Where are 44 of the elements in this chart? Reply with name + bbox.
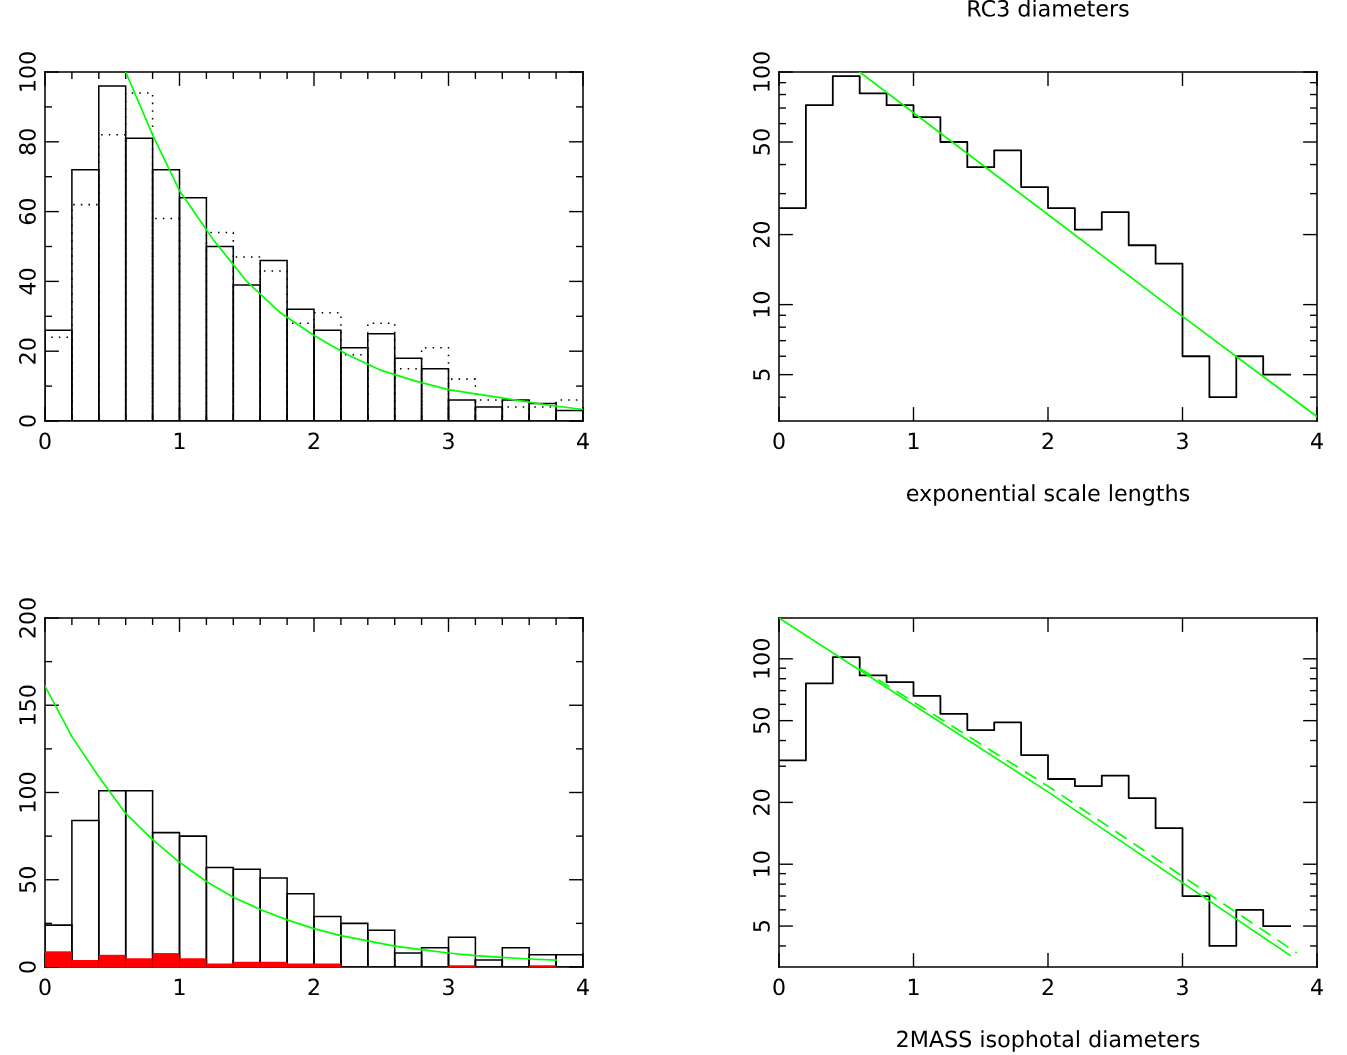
y-tick-label: 10 [753, 291, 770, 317]
y-tick-label: 50 [753, 129, 770, 155]
y-tick-label: 10 [753, 851, 770, 876]
x-tick-label: 0 [773, 978, 785, 996]
x-tick-label: 1 [908, 432, 919, 449]
y-tick-label: 200 [19, 598, 36, 638]
x-tick-label: 2 [1042, 432, 1053, 449]
x-tick-label: 1 [908, 978, 919, 995]
x-tick-label: 4 [1311, 432, 1323, 449]
chart-title: RC3 diameters [968, 0, 1129, 17]
y-tick-label: 20 [753, 221, 770, 248]
x-tick-label: 4 [577, 978, 589, 995]
x-tick-label: 0 [39, 978, 51, 996]
y-tick-label: 5 [753, 920, 770, 932]
x-tick-label: 3 [1177, 432, 1188, 450]
y-tick-label: 50 [19, 867, 36, 893]
x-tick-label: 4 [1311, 978, 1323, 995]
x-tick-label: 3 [443, 432, 454, 450]
x-tick-label: 2 [1042, 978, 1053, 995]
y-tick-label: 20 [19, 338, 36, 364]
x-tick-label: 0 [39, 432, 51, 450]
x-tick-label: 0 [773, 432, 785, 450]
y-tick-label: 100 [753, 52, 770, 91]
x-tick-label: 3 [1177, 978, 1188, 996]
y-tick-label: 0 [19, 961, 36, 973]
y-tick-label: 100 [19, 52, 36, 91]
x-tick-label: 3 [443, 978, 454, 996]
y-tick-label: 100 [19, 772, 36, 812]
y-tick-label: 50 [753, 707, 770, 734]
y-tick-label: 80 [19, 129, 36, 155]
x-axis-title: exponential scale lengths [907, 484, 1190, 506]
x-tick-label: 2 [308, 432, 319, 449]
x-tick-label: 4 [577, 432, 589, 449]
x-tick-label: 1 [174, 432, 185, 449]
y-tick-label: 100 [753, 639, 770, 678]
y-tick-label: 20 [753, 789, 770, 815]
y-tick-label: 150 [19, 685, 36, 725]
y-tick-label: 5 [753, 369, 770, 380]
x-tick-label: 2 [308, 978, 319, 995]
y-tick-label: 0 [19, 415, 36, 427]
y-tick-label: 40 [19, 268, 36, 295]
y-tick-label: 60 [19, 198, 36, 225]
x-tick-label: 1 [174, 978, 185, 995]
x-axis-title: 2MASS isophotal diameters [897, 1030, 1200, 1052]
